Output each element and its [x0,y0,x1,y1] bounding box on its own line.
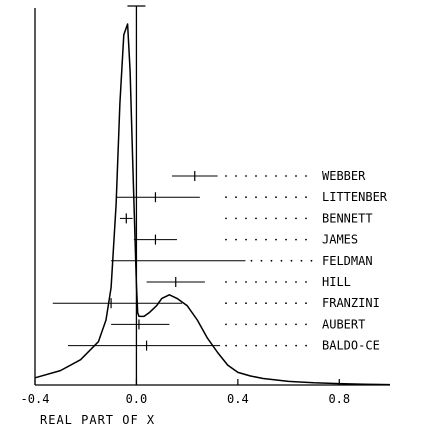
leader-dot [265,281,267,283]
leader-dot [305,196,307,199]
leader-dot [285,323,287,326]
leader-dot [245,196,247,199]
experiment-label: JAMES [322,233,358,247]
leader-dot [225,196,227,199]
leader-dot [295,238,297,241]
leader-dot [265,175,267,177]
leader-dot [265,238,267,241]
leader-dot [290,259,293,262]
experiment-markers: WEBBER LITTENBER BENNETT JAMES FELDMAN HILL FR… [52,169,388,353]
experiment-label: HILL [322,275,351,289]
leader-dot [275,238,277,241]
leader-dot [225,175,227,177]
leader-dot [265,196,267,199]
x-tick-label: 0.0 [126,392,148,406]
leader-dot [275,175,277,177]
leader-dot [305,175,307,177]
leader-dot [285,175,287,177]
leader-dot [295,344,298,347]
leader-dot [285,281,287,283]
leader-dot [295,175,297,177]
leader-dot [280,259,283,262]
experiment-label: FRANZINI [322,296,380,310]
leader-dot [285,217,287,220]
leader-dot [305,281,307,283]
leader-dot [275,344,278,347]
leader-dot [245,217,247,220]
leader-dot [300,259,303,262]
leader-dot [245,238,247,241]
x-axis-title: REAL PART OF X [40,413,155,427]
leader-dot [235,344,238,347]
leader-dot [225,217,227,220]
leader-dot [255,302,257,305]
leader-dot [305,344,308,347]
experiment-label: FELDMAN [322,254,373,268]
leader-dot [275,302,277,305]
experiment-label: WEBBER [322,169,366,183]
x-tick-label: 0.4 [227,392,249,406]
leader-dot [225,238,227,241]
leader-dot [295,281,297,283]
experiment-label: BALDO-CE [322,339,380,353]
experiment-label: LITTENBER [322,190,388,204]
leader-dot [225,344,228,347]
leader-dot [235,302,237,305]
leader-dot [305,238,307,241]
leader-dot [285,302,287,305]
leader-dot [265,217,267,220]
leader-dot [265,302,267,305]
leader-dot [225,323,227,326]
leader-dot [255,238,257,241]
leader-dot [255,323,257,326]
leader-dot [235,281,237,283]
leader-dot [305,217,307,220]
leader-dot [295,323,297,326]
leader-dot [245,323,247,326]
leader-dot [245,302,247,305]
leader-dot [265,323,267,326]
leader-dot [285,344,288,347]
x-tick-label: 0.8 [328,392,350,406]
leader-dot [255,344,258,347]
x-ticks: -0.4 0.0 0.4 0.8 [21,379,350,406]
leader-dot [245,344,248,347]
leader-dot [235,323,237,326]
leader-dot [275,217,277,220]
leader-dot [235,175,237,177]
leader-dot [235,196,237,199]
axes [34,5,390,386]
leader-dot [275,196,277,199]
leader-dot [310,259,313,262]
leader-dot [225,302,227,305]
leader-dot [245,175,247,177]
leader-dot [275,323,277,326]
leader-dot [285,238,287,241]
leader-dot [260,259,263,262]
leader-dot [265,344,268,347]
leader-dot [235,217,237,220]
experiment-label: AUBERT [322,317,365,331]
leader-dot [275,281,277,283]
leader-dot [255,281,257,283]
leader-dot [285,196,287,199]
leader-dot [305,323,307,326]
leader-dot [250,259,253,262]
leader-dot [270,259,273,262]
leader-dot [235,238,237,241]
experiment-label: BENNETT [322,211,373,225]
leader-dot [255,175,257,177]
x-tick-label: -0.4 [21,392,50,406]
leader-dot [245,281,247,283]
leader-dot [305,302,307,305]
leader-dot [295,196,297,199]
distribution-curve [34,23,391,386]
leader-dot [225,281,227,283]
leader-dot [295,217,297,220]
leader-dot [295,302,297,305]
leader-dot [255,196,257,199]
leader-dot [255,217,257,220]
